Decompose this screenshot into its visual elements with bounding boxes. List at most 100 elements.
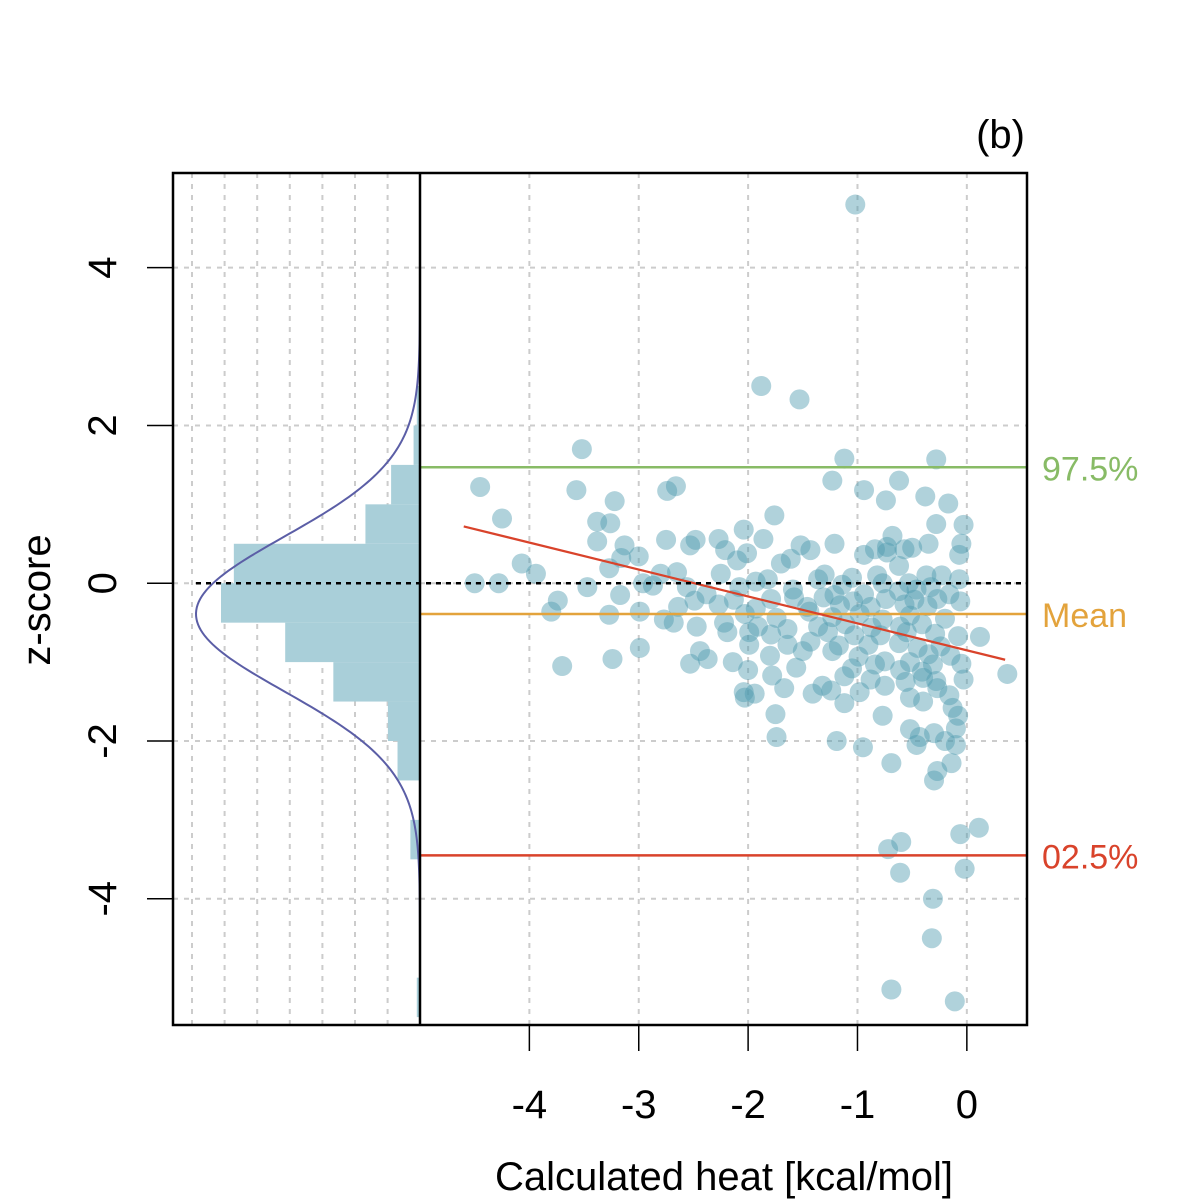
data-point: [744, 683, 765, 704]
data-point: [764, 505, 785, 526]
data-point: [470, 476, 491, 497]
data-point: [696, 584, 717, 605]
data-point: [875, 589, 896, 609]
data-point: [874, 651, 895, 672]
data-point: [942, 697, 963, 718]
histogram-bar: [416, 977, 420, 1018]
data-point: [949, 569, 970, 590]
data-point: [792, 641, 813, 662]
data-point: [881, 753, 902, 774]
data-point: [944, 991, 965, 1012]
data-point: [629, 637, 650, 658]
histogram-bar: [416, 386, 420, 426]
data-point: [782, 579, 803, 600]
data-point: [878, 839, 899, 860]
data-point: [790, 535, 811, 556]
data-point: [753, 529, 774, 550]
data-point: [899, 687, 920, 708]
data-point: [733, 682, 754, 703]
data-point: [860, 669, 881, 690]
data-point: [926, 449, 947, 470]
data-point: [894, 539, 915, 560]
data-point: [800, 540, 821, 561]
data-point: [953, 669, 974, 690]
reference-lines: 97.5% Mean 02.5%: [420, 450, 1138, 876]
data-point: [777, 618, 798, 639]
data-point: [822, 470, 843, 491]
data-point: [751, 376, 772, 396]
data-point: [917, 596, 938, 617]
histogram-bar: [233, 543, 420, 584]
data-point: [642, 575, 663, 596]
data-point: [587, 531, 608, 552]
data-point: [759, 645, 780, 666]
data-point: [909, 727, 930, 748]
data-point: [895, 671, 916, 692]
data-point: [916, 565, 937, 586]
data-point: [912, 614, 933, 635]
data-point: [834, 448, 855, 469]
data-point: [665, 476, 686, 497]
data-point: [950, 591, 971, 612]
data-point: [834, 666, 855, 687]
histogram-bar: [365, 504, 420, 544]
data-point: [834, 693, 855, 714]
data-point: [845, 194, 866, 215]
data-point: [789, 389, 810, 410]
data-point: [899, 652, 920, 673]
data-point: [686, 616, 707, 637]
data-point: [842, 658, 863, 679]
data-point: [668, 596, 689, 617]
mean-label: Mean: [1042, 597, 1127, 635]
data-point: [913, 691, 934, 712]
data-point: [774, 678, 795, 699]
data-point: [739, 634, 760, 655]
data-point: [948, 626, 969, 647]
x-axis-title: Calculated heat [kcal/mol]: [495, 1155, 953, 1199]
histogram-bar: [391, 464, 420, 505]
data-point: [890, 660, 911, 680]
data-point: [922, 888, 943, 909]
data-point: [824, 585, 845, 606]
y-axis-title: z-score: [15, 534, 59, 665]
data-point: [738, 660, 759, 680]
data-point: [906, 579, 927, 600]
x-tick-label: -4: [512, 1083, 548, 1127]
data-point: [722, 652, 743, 673]
data-point: [874, 675, 895, 696]
data-point: [714, 612, 735, 633]
data-point: [969, 626, 990, 647]
data-point: [854, 480, 875, 501]
data-point: [492, 508, 513, 529]
data-point: [925, 623, 946, 644]
data-point: [770, 553, 791, 574]
data-point: [849, 682, 870, 703]
data-point: [899, 719, 920, 740]
histogram-bar: [410, 819, 420, 860]
data-point: [577, 577, 598, 598]
upper-label: 97.5%: [1042, 450, 1138, 488]
histogram-bar: [333, 662, 420, 702]
data-point: [854, 544, 875, 565]
data-point: [939, 685, 960, 706]
data-point: [864, 539, 885, 560]
data-point: [931, 565, 952, 586]
data-point: [600, 513, 621, 534]
data-point: [913, 667, 934, 688]
data-point: [708, 529, 729, 550]
data-point: [877, 542, 898, 563]
data-point: [739, 622, 760, 643]
data-point: [817, 622, 838, 643]
data-point: [918, 644, 939, 665]
data-point: [843, 591, 864, 612]
data-point: [877, 536, 898, 557]
data-point: [881, 979, 902, 1000]
data-point: [710, 563, 731, 584]
data-point: [854, 584, 875, 605]
data-point: [891, 831, 912, 852]
data-point: [566, 480, 587, 501]
data-point: [822, 641, 843, 662]
data-point: [761, 624, 782, 645]
data-point: [968, 817, 989, 838]
